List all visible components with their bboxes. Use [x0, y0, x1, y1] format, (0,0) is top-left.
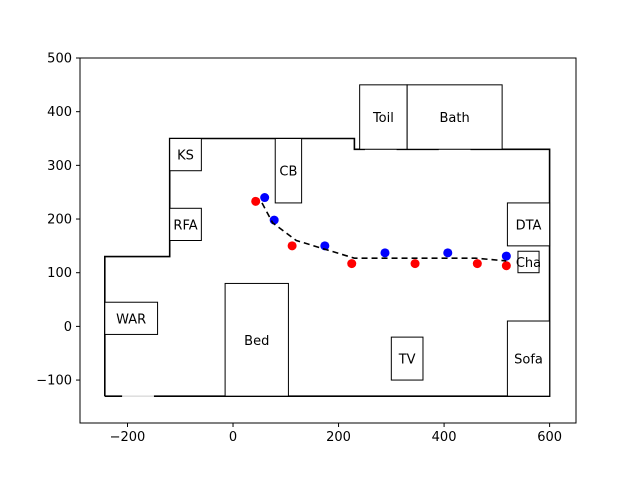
blue-point — [501, 251, 511, 261]
room-box-rfa — [169, 207, 202, 241]
room-box-sofa — [506, 320, 551, 397]
x-tick-label: 200 — [326, 430, 351, 445]
room-label-ks: KS — [177, 149, 194, 164]
x-tick-label: −200 — [110, 430, 146, 445]
y-tick-label: 500 — [47, 52, 72, 67]
red-point — [472, 259, 482, 269]
y-axis: −100 0 100 200 300 400 500 — [36, 52, 80, 389]
room-label-toil: Toil — [372, 111, 394, 126]
room-label-cb: CB — [279, 165, 297, 180]
axes-frame — [79, 57, 577, 424]
wall-outline — [104, 137, 551, 398]
room-label-tv: TV — [398, 353, 416, 368]
room-label-dta: DTA — [516, 218, 542, 233]
red-point — [501, 261, 511, 271]
room-box-bed — [224, 282, 289, 397]
room-box-ks — [169, 138, 202, 172]
blue-point — [443, 248, 453, 258]
y-tick-label: 100 — [47, 266, 72, 281]
series-layer — [251, 193, 511, 271]
red-point — [347, 259, 357, 269]
x-tick-label: 0 — [229, 430, 237, 445]
blue-point — [380, 248, 390, 258]
red-point — [251, 196, 261, 206]
blue-point — [320, 241, 330, 251]
room-label-bath: Bath — [440, 111, 470, 126]
room-box-cha — [517, 250, 540, 274]
y-tick-label: 0 — [64, 320, 72, 335]
room-box-tv — [390, 336, 424, 381]
x-tick-label: 400 — [432, 430, 457, 445]
room-box-war — [104, 301, 159, 335]
room-box-cb — [274, 138, 303, 204]
red-point — [287, 241, 297, 251]
room-layer: Toil Bath KS CB RFA DTA Cha WAR Bed TV Sofa — [104, 84, 551, 397]
room-box-dta — [506, 202, 551, 247]
y-tick-label: −100 — [36, 374, 72, 389]
x-axis: −200 0 200 400 600 — [110, 423, 562, 445]
x-tick-label: 600 — [537, 430, 562, 445]
room-label-rfa: RFA — [173, 218, 197, 233]
room-box-bath — [406, 84, 503, 150]
y-tick-label: 400 — [47, 105, 72, 120]
room-label-bed: Bed — [244, 334, 269, 349]
blue-point — [260, 193, 270, 203]
red-point — [410, 259, 420, 269]
path-line — [261, 202, 507, 262]
y-tick-label: 200 — [47, 213, 72, 228]
room-label-sofa: Sofa — [514, 353, 543, 368]
room-label-cha: Cha — [516, 256, 541, 271]
y-tick-label: 300 — [47, 159, 72, 174]
room-label-war: WAR — [116, 312, 146, 327]
